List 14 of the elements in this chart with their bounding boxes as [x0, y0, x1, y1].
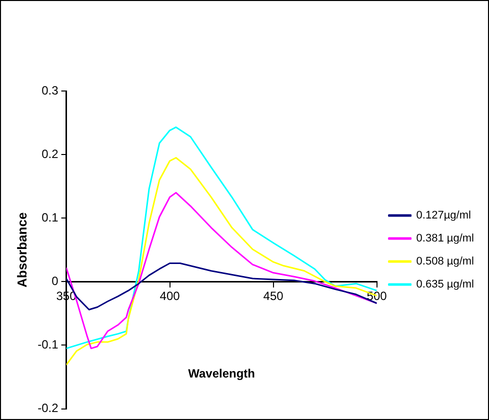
x-axis-title: Wavelength	[188, 366, 255, 381]
y-tick-label: 0.3	[42, 83, 59, 98]
legend-label: 0.381 µg/ml	[416, 232, 474, 245]
y-tick-label: 0.1	[42, 210, 59, 224]
legend-label: 0.127µg/ml	[416, 210, 471, 222]
x-tick-label: 400	[160, 289, 180, 304]
x-tick-label: 450	[263, 289, 284, 304]
y-tick-label: -0.1	[38, 338, 59, 352]
legend-label: 0.635 µg/ml	[416, 278, 474, 291]
legend-label: 0.508 µg/ml	[416, 256, 474, 268]
y-tick-label: 0.2	[42, 146, 59, 161]
y-tick-label: 0	[52, 274, 59, 288]
y-axis-title: Absorbance	[14, 212, 30, 288]
y-tick-label: -0.2	[38, 401, 59, 416]
